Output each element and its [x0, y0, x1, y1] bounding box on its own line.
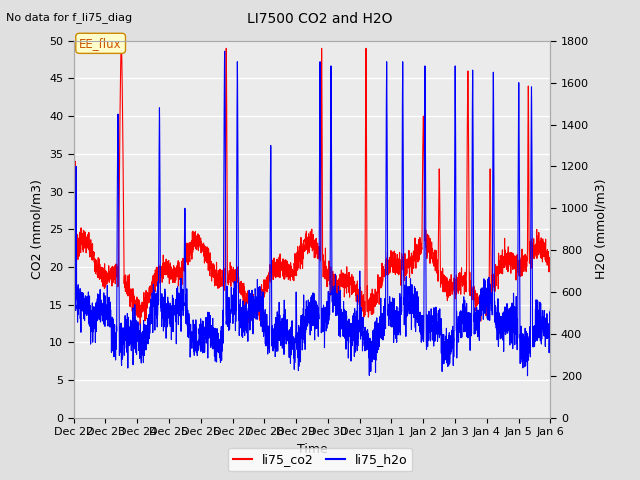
Y-axis label: CO2 (mmol/m3): CO2 (mmol/m3) [31, 179, 44, 279]
X-axis label: Time: Time [296, 443, 328, 456]
Legend: li75_co2, li75_h2o: li75_co2, li75_h2o [228, 448, 412, 471]
Text: LI7500 CO2 and H2O: LI7500 CO2 and H2O [247, 12, 393, 26]
Text: No data for f_li75_diag: No data for f_li75_diag [6, 12, 132, 23]
Text: EE_flux: EE_flux [79, 37, 122, 50]
Y-axis label: H2O (mmol/m3): H2O (mmol/m3) [595, 179, 607, 279]
